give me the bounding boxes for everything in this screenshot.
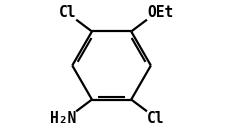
Text: OEt: OEt (147, 5, 173, 20)
Text: Cl: Cl (147, 111, 164, 126)
Text: Cl: Cl (59, 5, 76, 20)
Text: H₂N: H₂N (50, 111, 76, 126)
